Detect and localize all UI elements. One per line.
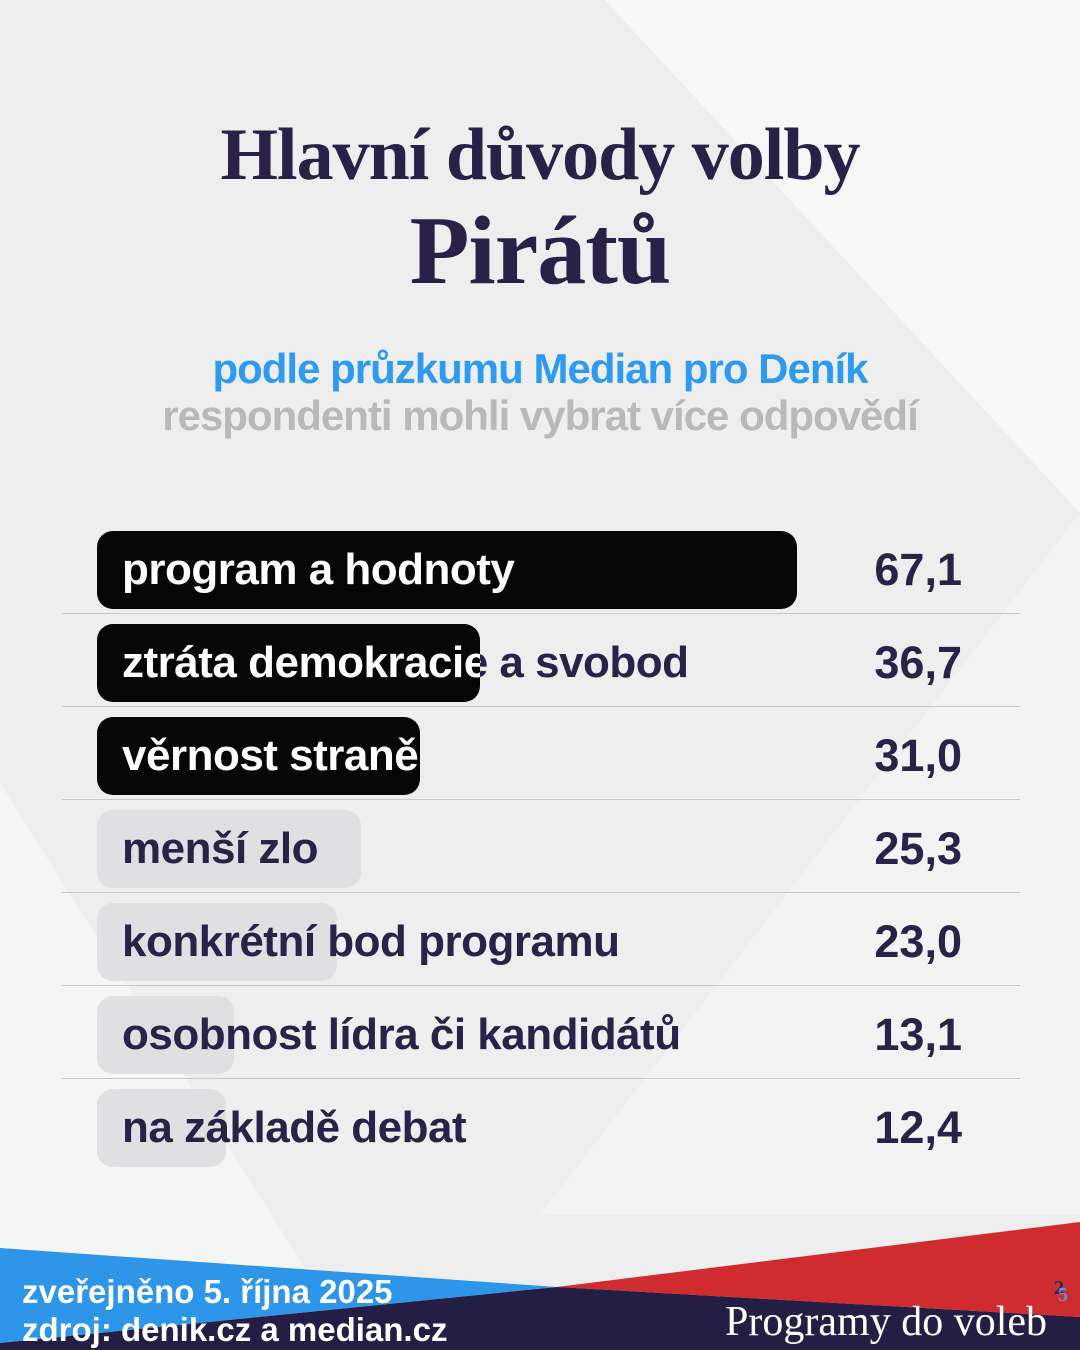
bar: ztráta demokracie a svobod — [97, 624, 480, 702]
bar-label-clipped: program a hodnoty — [122, 545, 515, 594]
bar-label-clipped: ztráta demokracie a svobod — [122, 638, 480, 687]
page-title-line1: Hlavní důvody volby — [220, 114, 860, 196]
brand-sup-2: 2 — [1054, 1277, 1064, 1299]
category-label: menší zlo — [122, 824, 319, 873]
bar — [97, 810, 361, 888]
footer-red-triangle — [557, 1222, 1080, 1317]
data-source: zdroj: denik.cz a median.cz — [22, 1311, 448, 1348]
chart-row: osobnost lídra či kandidátů 13,1 — [0, 985, 1080, 1078]
footer-navy-band — [0, 1287, 1080, 1350]
subtitle-source: podle průzkumu Median pro Deník — [212, 345, 868, 392]
bar: program a hodnoty — [97, 531, 797, 609]
bar — [97, 1089, 226, 1167]
published-date: zveřejněno 5. října 2025 — [22, 1273, 393, 1310]
brand-logo-25: 25 — [1054, 1277, 1068, 1305]
page-title-line2: Pirátů — [409, 197, 672, 305]
bar-chart: program a hodnotyprogram a hodnoty67,1zt… — [0, 520, 1080, 1171]
category-label: konkrétní bod programu — [122, 917, 620, 966]
chart-rows: program a hodnotyprogram a hodnoty67,1zt… — [0, 520, 1080, 1171]
brand-logo-text: Programy do voleb — [725, 1299, 1047, 1345]
bar — [97, 996, 234, 1074]
value-label: 23,0 — [874, 916, 962, 967]
value-label: 13,1 — [874, 1009, 962, 1060]
category-label: osobnost lídra či kandidátů — [122, 1010, 681, 1059]
footer-blue-triangle — [0, 1248, 557, 1343]
value-label: 25,3 — [874, 823, 962, 874]
chart-row: menší zlo 25,3 — [0, 799, 1080, 892]
value-label: 12,4 — [874, 1102, 962, 1153]
value-label: 67,1 — [874, 544, 962, 595]
bar-label-clipped: věrnost straně — [122, 731, 419, 780]
brand-sup-5: 5 — [1058, 1284, 1068, 1306]
footer-artwork — [0, 1222, 1080, 1350]
bar — [97, 903, 337, 981]
subtitle-note: respondenti mohli vybrat více odpovědí — [162, 392, 919, 439]
chart-row: na základě debat 12,4 — [0, 1078, 1080, 1171]
category-label: na základě debat — [122, 1103, 467, 1152]
chart-row: konkrétní bod programu 23,0 — [0, 892, 1080, 985]
value-label: 36,7 — [874, 637, 962, 688]
bar: věrnost straně — [97, 717, 420, 795]
value-label: 31,0 — [874, 730, 962, 781]
